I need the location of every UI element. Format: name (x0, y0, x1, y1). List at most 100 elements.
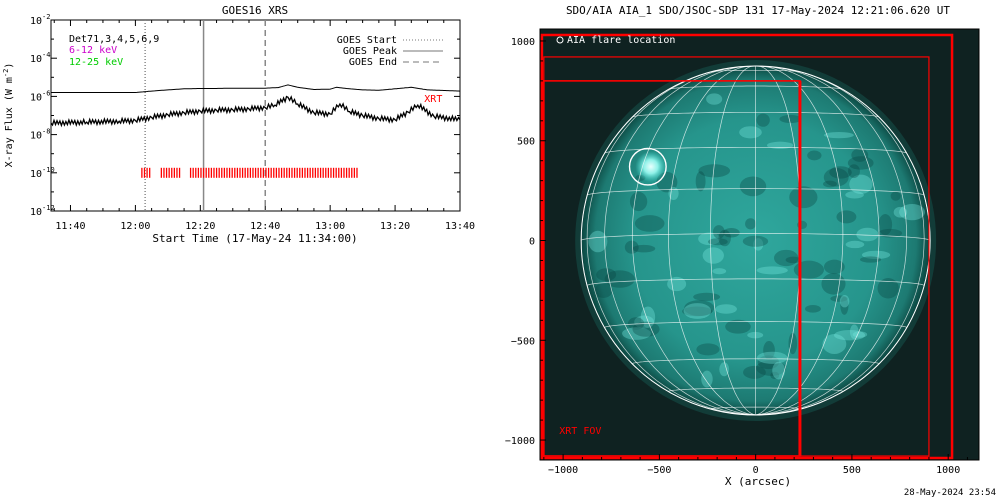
aia-y-axis: 1000 500 0 −500 −1000 (505, 37, 546, 461)
solar-texture-patch (668, 186, 679, 201)
solar-texture-patch (772, 361, 786, 380)
latitude-line (710, 406, 802, 410)
flare-location-circle (628, 147, 667, 186)
y-tick-label: −500 (511, 336, 535, 347)
latitude-line (631, 111, 880, 118)
x-tick-label: −500 (647, 465, 671, 476)
solar-texture-patch (788, 332, 798, 355)
x-tick-label: 1000 (936, 465, 960, 476)
solar-texture-patch (743, 365, 766, 379)
aia-solar-image: SDO/AIA AIA_1 SDO/JSOC-SDP 131 17-May-20… (505, 4, 980, 488)
latitude-line (586, 188, 925, 196)
solar-texture-patch (634, 215, 665, 232)
legend-label-goes-start: GOES Start (337, 35, 397, 46)
solar-texture-patch (856, 227, 879, 242)
solar-texture-patch (821, 273, 846, 295)
xrt-fov-label: XRT FOV (559, 426, 601, 437)
solar-texture-patch (845, 240, 865, 249)
y-tick-label: 10-12 (30, 204, 55, 218)
solar-texture-patch (848, 164, 860, 178)
y-tick-label: 1000 (511, 37, 535, 48)
y-tick-label: 500 (517, 137, 535, 148)
xrt-fov-boxes (540, 33, 954, 460)
latitude-line (668, 387, 844, 392)
solar-texture-patch (712, 268, 727, 275)
solar-texture-patch (833, 329, 866, 341)
solar-texture-patch (823, 180, 837, 188)
latitude-line (604, 321, 907, 328)
solar-texture-patch (715, 304, 737, 314)
solar-texture-patch (693, 292, 721, 301)
solar-texture-patch (725, 319, 751, 334)
aia-x-axis: −1000 −500 0 500 1000 (543, 454, 968, 476)
solar-texture-patch (763, 341, 775, 360)
y-tick-label: 10-10 (30, 166, 55, 180)
x-tick-label: 13:40 (445, 221, 475, 232)
solar-texture-patch (756, 360, 786, 376)
solar-texture-patch (839, 295, 850, 308)
solar-texture-patch (890, 191, 901, 201)
solar-texture-patch (770, 371, 780, 380)
solar-texture-patch (698, 232, 721, 246)
y-tick-label: 10-4 (30, 51, 50, 65)
solar-texture-patch (627, 317, 645, 330)
solar-texture-patch (708, 238, 728, 246)
active-regions (588, 93, 926, 388)
x-tick-label: 12:20 (185, 221, 215, 232)
x-tick-label: −1000 (548, 465, 578, 476)
latitude-line (668, 85, 844, 90)
xrt-observation-ticks (141, 167, 358, 178)
solar-texture-patch (696, 343, 720, 356)
solar-texture-patch (851, 148, 869, 162)
solar-texture-patch (622, 327, 651, 340)
solar-texture-patch (852, 331, 868, 338)
solar-texture-patch (683, 303, 712, 319)
y-tick-label: 10-8 (30, 128, 50, 142)
solar-texture-patch (774, 249, 799, 267)
solar-texture-patch (745, 218, 757, 230)
solar-texture-patch (632, 244, 656, 253)
latitude-line (586, 278, 925, 286)
latitude-line (631, 358, 880, 364)
flare-location-legend-symbol (556, 36, 564, 44)
aia-x-axis-label: X (arcsec) (725, 475, 791, 488)
solar-texture-patch (604, 270, 635, 288)
solar-texture-patch (847, 156, 874, 170)
goes-series (51, 84, 460, 128)
solar-texture-patch (702, 247, 724, 264)
solar-texture-patch (823, 168, 849, 187)
solar-texture-patch (698, 164, 731, 178)
solar-texture-patch (830, 295, 848, 302)
solar-texture-patch (779, 114, 802, 124)
solar-texture-patch (877, 278, 899, 299)
solar-texture-patch (893, 206, 908, 218)
solar-texture-patch (756, 351, 788, 364)
lightcurve-x-axis-label: Start Time (17-May-24 11:34:00) (152, 232, 357, 245)
solar-texture-patch (629, 191, 648, 212)
detector-labels: Det71,3,4,5,6,9 6-12 keV 12-25 keV (69, 34, 159, 68)
solar-texture-patch (695, 171, 706, 192)
solar-texture-patch (845, 191, 864, 199)
solar-texture-patch (829, 166, 852, 179)
goes-lightcurve-chart: GOES16 XRS 10-12 10-10 10-8 10-6 10-4 10-2 11… (2, 4, 475, 245)
solar-texture-patch (836, 210, 857, 224)
solar-limb (580, 65, 931, 416)
lightcurve-y-axis: 10-12 10-10 10-8 10-6 10-4 10-2 (30, 13, 460, 218)
solar-texture-patch (594, 283, 613, 298)
solar-texture-patch (807, 150, 822, 161)
solar-texture-patch (823, 259, 845, 275)
flare-location-legend-label: AIA flare location (567, 35, 675, 46)
goes-series-goes-long (51, 84, 460, 93)
y-tick-label: −1000 (505, 436, 535, 447)
y-tick-label: 10-2 (30, 13, 50, 27)
x-tick-label: 11:40 (55, 221, 85, 232)
detector-label: Det71,3,4,5,6,9 (69, 34, 159, 45)
solar-texture-patch (823, 131, 854, 139)
aia-legend: AIA flare location (556, 35, 675, 46)
y-tick-label: 0 (529, 237, 535, 248)
solar-texture-patch (723, 228, 740, 238)
x-tick-label: 500 (843, 465, 861, 476)
solar-texture-patch (712, 225, 725, 239)
solar-texture-patch (785, 256, 801, 264)
solar-texture-patch (804, 304, 821, 313)
